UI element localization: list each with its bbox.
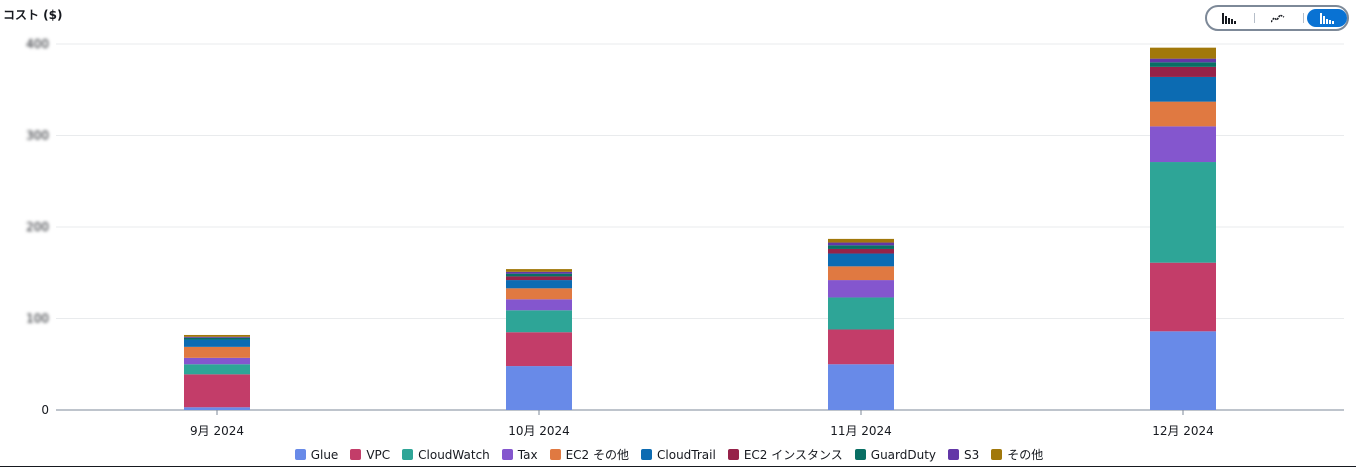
legend-item[interactable]: EC2 インスタンス [727, 446, 843, 463]
legend-swatch [501, 449, 513, 460]
legend-swatch [641, 449, 653, 460]
bar-segment[interactable] [506, 288, 572, 300]
bar-segment[interactable] [828, 245, 894, 249]
stacked-bar-chart-icon[interactable] [1307, 9, 1347, 27]
bar-segment[interactable] [1150, 101, 1216, 127]
bar-segment[interactable] [184, 407, 250, 410]
line-chart-icon[interactable] [1258, 9, 1298, 27]
bar-segment[interactable] [184, 364, 250, 375]
bar-segment[interactable] [506, 366, 572, 410]
bar-segment[interactable] [828, 364, 894, 410]
bar-segment[interactable] [1150, 66, 1216, 77]
legend-item[interactable]: Tax [501, 447, 538, 462]
legend-swatch [350, 449, 362, 460]
bar-segment[interactable] [1150, 62, 1216, 67]
legend-label: その他 [1007, 448, 1044, 462]
bar-segment[interactable] [184, 374, 250, 408]
bar-segment[interactable] [1150, 58, 1216, 63]
legend-label: VPC [366, 447, 391, 462]
bar-segment[interactable] [1150, 262, 1216, 332]
bar-segment[interactable] [184, 346, 250, 358]
bar-segment[interactable] [506, 310, 572, 333]
bar-segment[interactable] [506, 269, 572, 272]
legend-swatch [549, 449, 561, 460]
legend-item[interactable]: CloudTrail [641, 448, 716, 462]
x-tick-label: 9月 2024 [190, 424, 244, 438]
legend-item[interactable]: その他 [991, 446, 1043, 463]
bar-segment[interactable] [1150, 47, 1216, 59]
bar-segment[interactable] [828, 242, 894, 246]
bar-segment[interactable] [828, 329, 894, 365]
bar-segment[interactable] [828, 253, 894, 267]
legend-label: CloudTrail [657, 447, 716, 462]
bar-segment[interactable] [828, 297, 894, 330]
legend-item[interactable]: VPC [350, 448, 390, 462]
bar-segment[interactable] [1150, 162, 1216, 263]
bar-segment[interactable] [1150, 76, 1216, 102]
bar-segment[interactable] [506, 271, 572, 274]
chart-legend: Glue VPC CloudWatch Tax EC2 その他 CloudTrail EC2… [0, 446, 1338, 463]
legend-swatch [991, 449, 1003, 460]
legend-swatch [402, 449, 414, 460]
x-tick-label: 11月 2024 [830, 424, 892, 438]
y-tick-label: 400 [26, 37, 49, 51]
bar-segment[interactable] [184, 336, 250, 338]
bar-segment[interactable] [828, 248, 894, 254]
x-tick-label: 10月 2024 [508, 424, 570, 438]
chart-type-toggle[interactable] [1205, 5, 1349, 31]
bar-segment[interactable] [1150, 331, 1216, 410]
legend-item[interactable]: GuardDuty [854, 447, 937, 462]
legend-item[interactable]: EC2 その他 [549, 446, 630, 463]
y-tick-label: 300 [26, 129, 49, 143]
bar-segment[interactable] [506, 280, 572, 289]
x-tick-label: 12月 2024 [1152, 424, 1214, 438]
legend-item[interactable]: CloudWatch [402, 448, 490, 462]
bar-segment[interactable] [1150, 126, 1216, 163]
legend-label: Glue [310, 447, 339, 462]
legend-swatch [854, 449, 866, 460]
bar-segment[interactable] [506, 332, 572, 367]
legend-swatch [727, 449, 739, 460]
y-tick-label: 200 [26, 220, 49, 234]
legend-label: S3 [964, 447, 980, 462]
bar-segment[interactable] [828, 238, 894, 243]
legend-label: Tax [517, 447, 538, 462]
legend-item[interactable]: S3 [948, 448, 979, 462]
legend-swatch [948, 449, 960, 460]
bar-segment[interactable] [184, 337, 250, 340]
legend-label: EC2 インスタンス [743, 448, 843, 462]
legend-item[interactable]: Glue [294, 447, 339, 462]
bar-segment[interactable] [184, 339, 250, 347]
stacked-bar-chart: 0 100 200 300 400 9月 2024 10月 2024 11月 2024 12月 … [26, 37, 1344, 438]
legend-swatch [294, 449, 306, 460]
legend-label: GuardDuty [870, 447, 937, 462]
legend-label: EC2 その他 [565, 448, 630, 462]
y-tick-label: 100 [26, 312, 49, 326]
bar-segment[interactable] [184, 357, 250, 365]
bar-segment[interactable] [828, 266, 894, 281]
y-tick-label: 0 [41, 403, 49, 417]
bar-segment[interactable] [506, 276, 572, 281]
bar-segment[interactable] [506, 299, 572, 311]
legend-label: CloudWatch [418, 447, 490, 462]
bar-segment[interactable] [828, 280, 894, 298]
grouped-bar-chart-icon[interactable] [1209, 9, 1249, 27]
divider [0, 466, 1356, 467]
y-axis-title: コスト ($) [3, 8, 63, 22]
bar-segment[interactable] [506, 273, 572, 277]
bar-segment[interactable] [184, 334, 250, 337]
